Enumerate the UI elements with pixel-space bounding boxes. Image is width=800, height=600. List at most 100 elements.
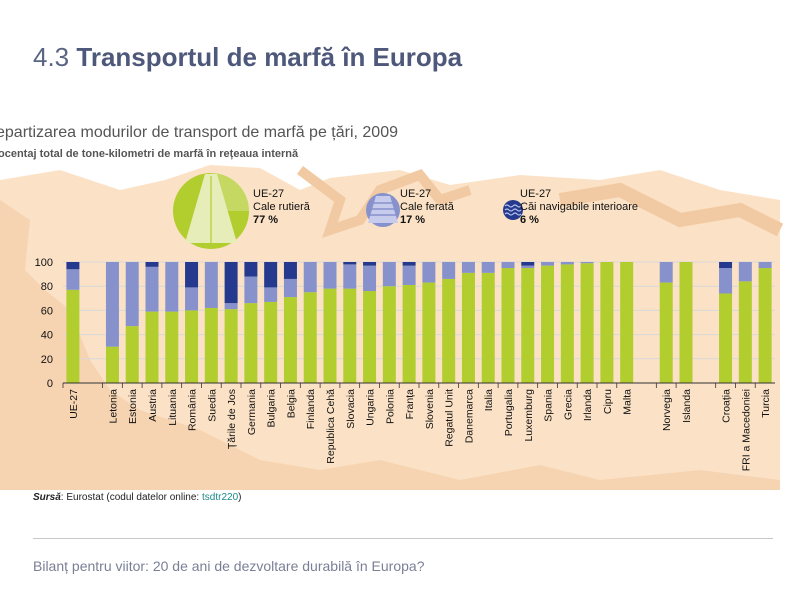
bar-segment bbox=[481, 262, 495, 273]
grid-lines bbox=[63, 261, 775, 360]
x-tick-label: Regatul Unit bbox=[444, 389, 456, 447]
bar-segment bbox=[343, 288, 357, 383]
section-number: 4.3 bbox=[33, 42, 70, 72]
bar-segment bbox=[264, 262, 278, 288]
x-tick-label: Belgia bbox=[285, 389, 297, 418]
bar-segment bbox=[244, 276, 258, 304]
legend-water-region: UE-27 bbox=[520, 188, 552, 200]
source-text: : Eurostat (codul datelor online: bbox=[60, 492, 202, 503]
x-tick-label: România bbox=[187, 389, 199, 431]
bar-segment bbox=[402, 262, 416, 266]
source-code-link[interactable]: tsdtr220 bbox=[202, 492, 239, 503]
bar-segment bbox=[521, 268, 535, 383]
bar-segment bbox=[738, 262, 752, 282]
bar-segment bbox=[244, 303, 258, 383]
axes: 0 20 40 60 80 100 UE-27 Letonia Estonia Austria Li… bbox=[35, 257, 775, 471]
x-tick-label: Islanda bbox=[681, 389, 693, 423]
bar-segment bbox=[165, 311, 179, 383]
bar-segment bbox=[719, 293, 733, 383]
legend-road: UE-27 Cale rutieră 77 % bbox=[253, 188, 310, 227]
rail-icon bbox=[366, 193, 400, 227]
source-note: Sursă: Eurostat (codul datelor online: t… bbox=[33, 492, 241, 503]
bar-segment bbox=[501, 262, 515, 269]
bar-segment bbox=[659, 262, 673, 283]
legend-road-region: UE-27 bbox=[253, 188, 285, 200]
bar-segment bbox=[66, 269, 80, 290]
x-tick-label: Germania bbox=[246, 389, 258, 435]
bar-segment bbox=[185, 310, 199, 383]
legend-water: UE-27 Căi navigabile interioare 6 % bbox=[520, 188, 638, 227]
y-tick-label: 40 bbox=[41, 330, 53, 342]
bar-segment bbox=[224, 262, 238, 304]
bar-segment bbox=[363, 265, 377, 292]
x-tick-label: Letonia bbox=[107, 389, 119, 424]
x-tick-label: Cipru bbox=[602, 389, 614, 414]
y-tick-label: 100 bbox=[35, 257, 53, 269]
x-tick-label: Republica Cehă bbox=[325, 389, 337, 464]
bar-segment bbox=[283, 278, 297, 298]
x-tick-label: Austria bbox=[147, 389, 159, 422]
x-tick-label: Slovacia bbox=[345, 389, 357, 429]
legend-rail-share: 17 % bbox=[400, 214, 426, 226]
waterway-icon bbox=[503, 200, 523, 220]
bar-segment bbox=[541, 262, 555, 266]
bar-segment bbox=[382, 286, 396, 383]
bar-segment bbox=[620, 262, 634, 383]
x-tick-label: Slovenia bbox=[424, 389, 436, 429]
bar-segment bbox=[422, 282, 436, 383]
x-tick-label: Ungaria bbox=[365, 389, 377, 426]
bar-segment bbox=[283, 262, 297, 279]
bar-segment bbox=[145, 311, 159, 383]
bar-segment bbox=[66, 262, 80, 270]
bar-segment bbox=[382, 262, 396, 287]
bar-segment bbox=[125, 262, 139, 327]
section-heading: 4.3 Transportul de marfă în Europa bbox=[33, 42, 462, 73]
bar-segment bbox=[758, 268, 772, 383]
x-tick-label: Norvegia bbox=[661, 389, 673, 431]
x-tick-label: Polonia bbox=[384, 389, 396, 424]
bar-segment bbox=[580, 262, 594, 264]
source-end: ) bbox=[238, 492, 242, 503]
bars bbox=[66, 262, 772, 383]
bar-segment bbox=[461, 272, 475, 383]
bar-segment bbox=[323, 288, 337, 383]
x-tick-label: Țările de Jos bbox=[226, 389, 238, 449]
x-tick-label: Danemarca bbox=[463, 389, 475, 443]
bar-segment bbox=[521, 262, 535, 266]
bar-segment bbox=[323, 262, 337, 289]
bar-segment bbox=[204, 262, 218, 308]
legend-water-share: 6 % bbox=[520, 214, 539, 226]
source-label: Sursă bbox=[33, 492, 61, 503]
x-tick-label: Spania bbox=[543, 389, 555, 422]
legend-icons bbox=[173, 173, 523, 249]
bar-segment bbox=[363, 291, 377, 383]
bar-segment bbox=[501, 268, 515, 383]
bar-segment bbox=[224, 309, 238, 383]
bar-segment bbox=[402, 265, 416, 285]
x-tick-label: Turcia bbox=[760, 389, 772, 418]
y-tick-label: 0 bbox=[47, 378, 53, 390]
x-tick-label: FRI a Macedoniei bbox=[740, 389, 752, 471]
bar-segment bbox=[185, 262, 199, 288]
bar-segment bbox=[105, 262, 119, 347]
legend-rail-mode: Cale ferată bbox=[400, 201, 454, 213]
road-icon bbox=[173, 173, 249, 249]
bar-segment bbox=[422, 262, 436, 283]
bar-segment bbox=[719, 262, 733, 269]
x-tick-label: UE-27 bbox=[68, 389, 80, 419]
y-tick-label: 80 bbox=[41, 281, 53, 293]
x-tick-label: Bulgaria bbox=[266, 389, 278, 428]
bar-segment bbox=[363, 262, 377, 266]
section-title: Transportul de marfă în Europa bbox=[76, 42, 463, 72]
x-tick-label: Irlanda bbox=[582, 389, 594, 421]
legend-road-share: 77 % bbox=[253, 214, 279, 226]
y-tick-label: 20 bbox=[41, 354, 53, 366]
x-tick-label: Portugalia bbox=[503, 389, 515, 436]
bar-segment bbox=[224, 303, 238, 310]
bar-segment bbox=[679, 262, 693, 383]
bar-segment bbox=[283, 297, 297, 383]
bar-segment bbox=[264, 287, 278, 302]
bar-segment bbox=[165, 262, 179, 312]
bar-segment bbox=[343, 264, 357, 289]
bar-segment bbox=[738, 281, 752, 383]
